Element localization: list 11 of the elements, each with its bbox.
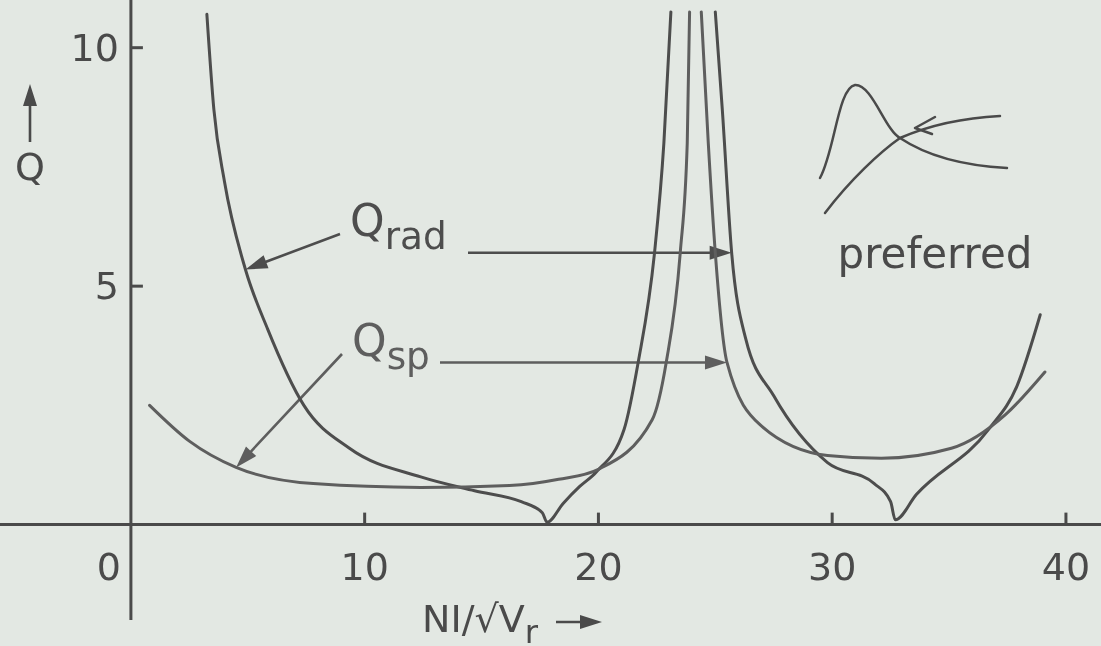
x-tick-label: 40 [1041, 544, 1091, 589]
text: Q$_{sp}$ [352, 315, 430, 378]
x-tick-label: 0 [96, 544, 121, 589]
annotation: preferred [837, 229, 1033, 278]
y-axis-title: Q [15, 145, 45, 189]
y-tick-label: 5 [94, 264, 119, 309]
x-axis-title: NI/√V$_{r}$ [422, 597, 539, 646]
x-tick-label: 10 [340, 544, 389, 589]
legend-label: Q$_{rad}$ [350, 195, 447, 258]
x-tick-label: 20 [574, 544, 623, 589]
x-tick-label: 30 [808, 544, 857, 589]
